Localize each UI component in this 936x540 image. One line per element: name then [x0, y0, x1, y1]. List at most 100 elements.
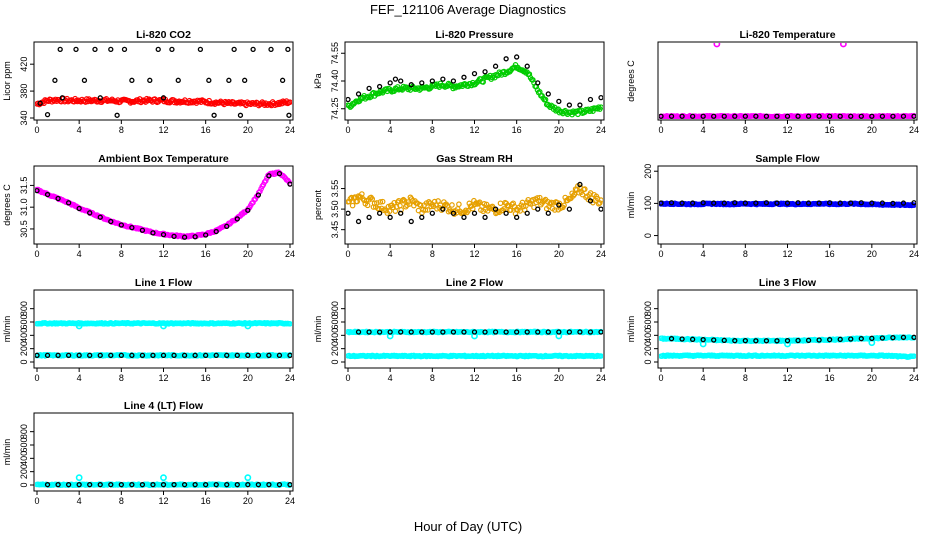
- plot-marks: [659, 200, 916, 209]
- data-point-bulk: [391, 199, 398, 206]
- data-point-markers: [287, 482, 292, 488]
- x-tick-label: 0: [658, 373, 663, 383]
- panel-title: Gas Stream RH: [436, 153, 512, 165]
- data-point-markers: [753, 338, 759, 344]
- data-point-markers: [545, 91, 551, 97]
- data-point-markers: [440, 329, 446, 335]
- x-tick-label: 24: [285, 373, 295, 383]
- data-point-markers: [514, 54, 520, 60]
- data-point-bulk: [262, 177, 269, 184]
- data-point-markers: [203, 352, 209, 358]
- data-point-markers: [471, 210, 478, 216]
- data-point-bulk: [582, 186, 588, 192]
- data-point-markers: [763, 338, 770, 344]
- x-tick-label: 8: [119, 125, 124, 135]
- data-point-markers: [890, 200, 896, 207]
- data-point-markers: [242, 77, 248, 83]
- data-point-bulk: [260, 181, 267, 188]
- data-point-markers: [73, 46, 79, 53]
- data-point-markers: [492, 206, 499, 212]
- data-point-markers: [879, 200, 886, 206]
- data-point-bulk: [377, 199, 384, 205]
- data-point-markers: [492, 329, 499, 335]
- x-tick-label: 16: [512, 249, 522, 259]
- data-point-markers: [816, 337, 822, 343]
- x-tick-label: 20: [243, 125, 253, 135]
- panel-title: Line 2 Flow: [446, 277, 504, 289]
- data-point-markers: [192, 352, 198, 358]
- data-point-spikes: [75, 474, 83, 482]
- data-point-bulk: [911, 202, 916, 208]
- data-point-markers: [848, 200, 854, 206]
- x-tick-label: 12: [469, 373, 479, 383]
- data-point-markers: [837, 336, 843, 342]
- data-point-markers: [742, 338, 748, 344]
- data-point-bulk: [406, 201, 413, 207]
- data-point-markers: [108, 352, 114, 358]
- data-point-markers: [234, 482, 240, 488]
- x-tick-label: 20: [554, 249, 564, 259]
- data-point-markers: [869, 113, 875, 119]
- x-tick-label: 16: [825, 249, 835, 259]
- x-tick-label: 20: [867, 373, 877, 383]
- data-point-markers: [129, 77, 135, 83]
- data-point-markers: [711, 200, 717, 206]
- data-point-markers: [461, 74, 467, 80]
- data-point-markers: [577, 102, 583, 108]
- data-point-markers: [679, 336, 685, 342]
- data-point-bulk: [598, 104, 603, 110]
- data-point-markers: [784, 200, 791, 206]
- plot-frame: [33, 412, 294, 492]
- data-point-markers: [118, 482, 124, 488]
- panel-title: Line 1 Flow: [135, 277, 193, 289]
- data-point-markers: [535, 329, 541, 335]
- data-point-bulk: [417, 202, 424, 209]
- data-point-markers: [376, 83, 383, 90]
- x-tick-label: 0: [34, 125, 39, 135]
- data-point-markers: [398, 78, 404, 84]
- data-point-markers: [659, 113, 664, 119]
- data-point-markers: [160, 482, 167, 488]
- panel-title: Line 4 (LT) Flow: [124, 400, 204, 412]
- data-point-bulk: [368, 93, 374, 100]
- x-tick-label: 20: [243, 249, 253, 259]
- data-point-bulk: [386, 208, 393, 215]
- x-tick-label: 16: [201, 249, 211, 259]
- panel-title: Ambient Box Temperature: [98, 153, 229, 165]
- data-point-markers: [203, 482, 209, 488]
- data-point-markers: [492, 63, 499, 69]
- data-point-bulk: [347, 196, 354, 202]
- panel-li820-co2: Li-820 CO2 Licor ppm 0 4 8 12 16 20 24 340 380 420: [2, 29, 295, 135]
- x-tick-label: 8: [119, 496, 124, 506]
- data-point-markers: [890, 113, 896, 119]
- y-tick-label: 800: [19, 424, 29, 439]
- data-point-markers: [556, 202, 562, 208]
- y-tick-label: 600: [330, 314, 340, 329]
- data-point-markers: [805, 337, 812, 343]
- data-point-markers: [97, 214, 103, 220]
- data-point-markers: [213, 482, 219, 488]
- data-point-markers: [355, 329, 362, 335]
- y-tick-label: 3.55: [330, 180, 340, 198]
- data-point-markers: [203, 232, 209, 238]
- x-tick-label: 16: [201, 125, 211, 135]
- data-point-markers: [556, 329, 562, 335]
- data-point-bulk: [189, 98, 195, 105]
- x-tick-label: 0: [345, 373, 350, 383]
- data-point-markers: [387, 214, 393, 220]
- plot-marks: [35, 474, 292, 489]
- data-point-markers: [279, 77, 286, 83]
- data-point-markers: [108, 482, 114, 488]
- data-point-markers: [97, 352, 103, 358]
- data-point-markers: [129, 352, 135, 358]
- data-point-bulk: [364, 94, 371, 101]
- data-point-markers: [879, 113, 886, 119]
- data-point-markers: [52, 77, 58, 83]
- data-point-markers: [408, 82, 414, 88]
- data-point-bulk: [598, 197, 603, 203]
- data-point-markers: [213, 228, 219, 235]
- x-tick-label: 20: [243, 496, 253, 506]
- data-point-bulk: [216, 99, 223, 106]
- data-point-markers: [366, 85, 372, 92]
